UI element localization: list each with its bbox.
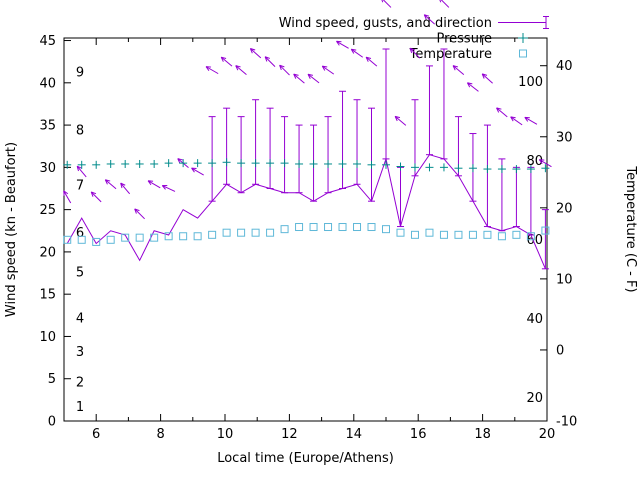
beaufort-label: 7 [76,179,84,194]
wind-speed-line [66,154,546,270]
fahrenheit-label: 20 [526,391,543,406]
y-right-tick-label: 40 [556,59,573,74]
y-right-axis-title: Temperature (C - F) [623,165,638,292]
x-axis: 6 8 10 12 14 16 18 20 [92,38,555,442]
beaufort-label: 4 [76,311,84,326]
x-tick-label: 14 [346,427,363,442]
beaufort-label: 5 [76,266,84,281]
wind-direction-arrows [63,0,552,220]
y-left-tick-label: 5 [48,372,56,387]
x-tick-label: 18 [474,427,491,442]
beaufort-label: 3 [76,345,84,360]
beaufort-label: 2 [76,376,84,391]
y-right-tick-label: 10 [556,272,573,287]
x-tick-label: 12 [281,427,298,442]
x-tick-label: 16 [410,427,427,442]
beaufort-label: 6 [76,226,84,241]
y-right-tick-label: -10 [556,415,577,430]
x-axis-title: Local time (Europe/Athens) [217,451,394,466]
y-left-tick-label: 35 [39,119,56,134]
temperature-markers [63,223,550,246]
y-left-tick-label: 10 [39,330,56,345]
fahrenheit-label: 100 [518,75,543,90]
y-left-tick-label: 20 [39,245,56,260]
legend-label: Pressure [436,32,492,47]
y-right-tick-label: 30 [556,130,573,145]
x-tick-label: 10 [217,427,234,442]
y-left-axis: 0 5 10 15 20 25 30 35 40 45 [39,34,71,430]
legend: Wind speed, gusts, and directionPressure… [279,16,549,62]
legend-label: Temperature [409,47,492,62]
y-left-axis-title: Wind speed (kn - Beaufort) [4,142,19,317]
y-right-axis: -10 0 10 20 30 40 [540,59,577,430]
x-tick-label: 6 [92,427,100,442]
y-right-tick-label: 0 [556,343,564,358]
y-left-tick-label: 40 [39,76,56,91]
beaufort-label: 9 [76,65,84,80]
legend-label: Wind speed, gusts, and direction [279,16,492,31]
fahrenheit-label: 40 [526,312,543,327]
y-left-tick-label: 25 [39,203,56,218]
fahrenheit-label: 60 [526,233,543,248]
x-tick-label: 20 [539,427,556,442]
y-left-tick-label: 30 [39,161,56,176]
beaufort-label: 1 [76,400,84,415]
y-left-tick-label: 0 [48,415,56,430]
y-right-tick-label: 20 [556,201,573,216]
pressure-markers [63,158,550,174]
y-left-tick-label: 15 [39,288,56,303]
axis-titles: Local time (Europe/Athens) Wind speed (kn… [4,142,638,466]
plot-border [63,37,548,422]
beaufort-label: 8 [76,124,84,139]
y-left-tick-label: 45 [39,34,56,49]
x-tick-label: 8 [156,427,164,442]
beaufort-labels: 1 2 3 4 5 6 7 8 9 [76,65,84,415]
